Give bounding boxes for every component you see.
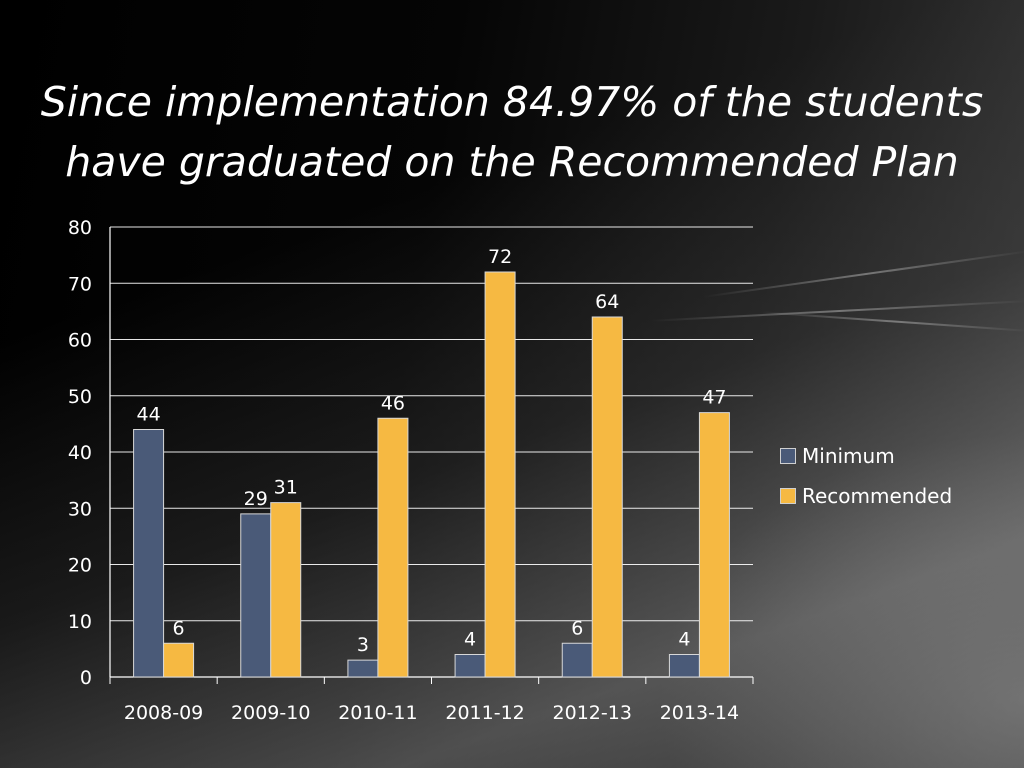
x-tick-label: 2008-09 (124, 702, 203, 724)
y-tick-label: 50 (68, 386, 92, 408)
data-label: 31 (274, 477, 298, 499)
data-label: 46 (381, 392, 405, 414)
x-tick-label: 2013-14 (660, 702, 739, 724)
slide-title-line-1: Since implementation 84.97% of the stude… (40, 78, 984, 126)
bar-minimum (454, 654, 486, 678)
y-tick-label: 40 (68, 442, 92, 464)
x-tick-label: 2012-13 (553, 702, 632, 724)
data-label: 6 (173, 617, 185, 639)
x-tick-label: 2009-10 (231, 702, 310, 724)
y-tick-label: 70 (68, 273, 92, 295)
y-tick-label: 0 (80, 667, 92, 689)
data-label: 4 (678, 629, 690, 651)
legend-swatch-recommended (780, 488, 796, 504)
slide-title-line-2: have graduated on the Recommended Plan (65, 138, 959, 186)
slide-title: Since implementation 84.97% of the stude… (30, 72, 994, 192)
data-label: 72 (488, 246, 512, 268)
data-label: 29 (244, 488, 268, 510)
data-label: 3 (357, 634, 369, 656)
x-tick-label: 2011-12 (445, 702, 524, 724)
bar-recommended (591, 316, 623, 678)
legend-item-recommended: Recommended (780, 476, 952, 516)
bar-recommended (484, 271, 516, 678)
data-label: 64 (595, 291, 619, 313)
y-tick-label: 20 (68, 555, 92, 577)
data-label: 47 (702, 387, 726, 409)
x-tick-label: 2010-11 (338, 702, 417, 724)
bar-recommended (698, 412, 730, 678)
legend-label-minimum: Minimum (802, 444, 895, 468)
legend-item-minimum: Minimum (780, 436, 952, 476)
bar-recommended (377, 417, 409, 678)
bar-minimum (347, 659, 379, 678)
bar-minimum (240, 513, 272, 678)
data-label: 4 (464, 629, 476, 651)
legend-swatch-minimum (780, 448, 796, 464)
y-tick-label: 80 (68, 217, 92, 239)
chart-legend: Minimum Recommended (780, 436, 952, 516)
bar-minimum (561, 642, 593, 678)
data-label: 6 (571, 617, 583, 639)
bar-minimum (668, 654, 700, 678)
bar-recommended (270, 502, 302, 678)
data-label: 44 (136, 404, 160, 426)
bar-minimum (133, 429, 165, 678)
bar-recommended (163, 642, 195, 678)
y-tick-label: 30 (68, 498, 92, 520)
y-tick-label: 10 (68, 611, 92, 633)
legend-label-recommended: Recommended (802, 484, 953, 508)
y-tick-label: 60 (68, 330, 92, 352)
